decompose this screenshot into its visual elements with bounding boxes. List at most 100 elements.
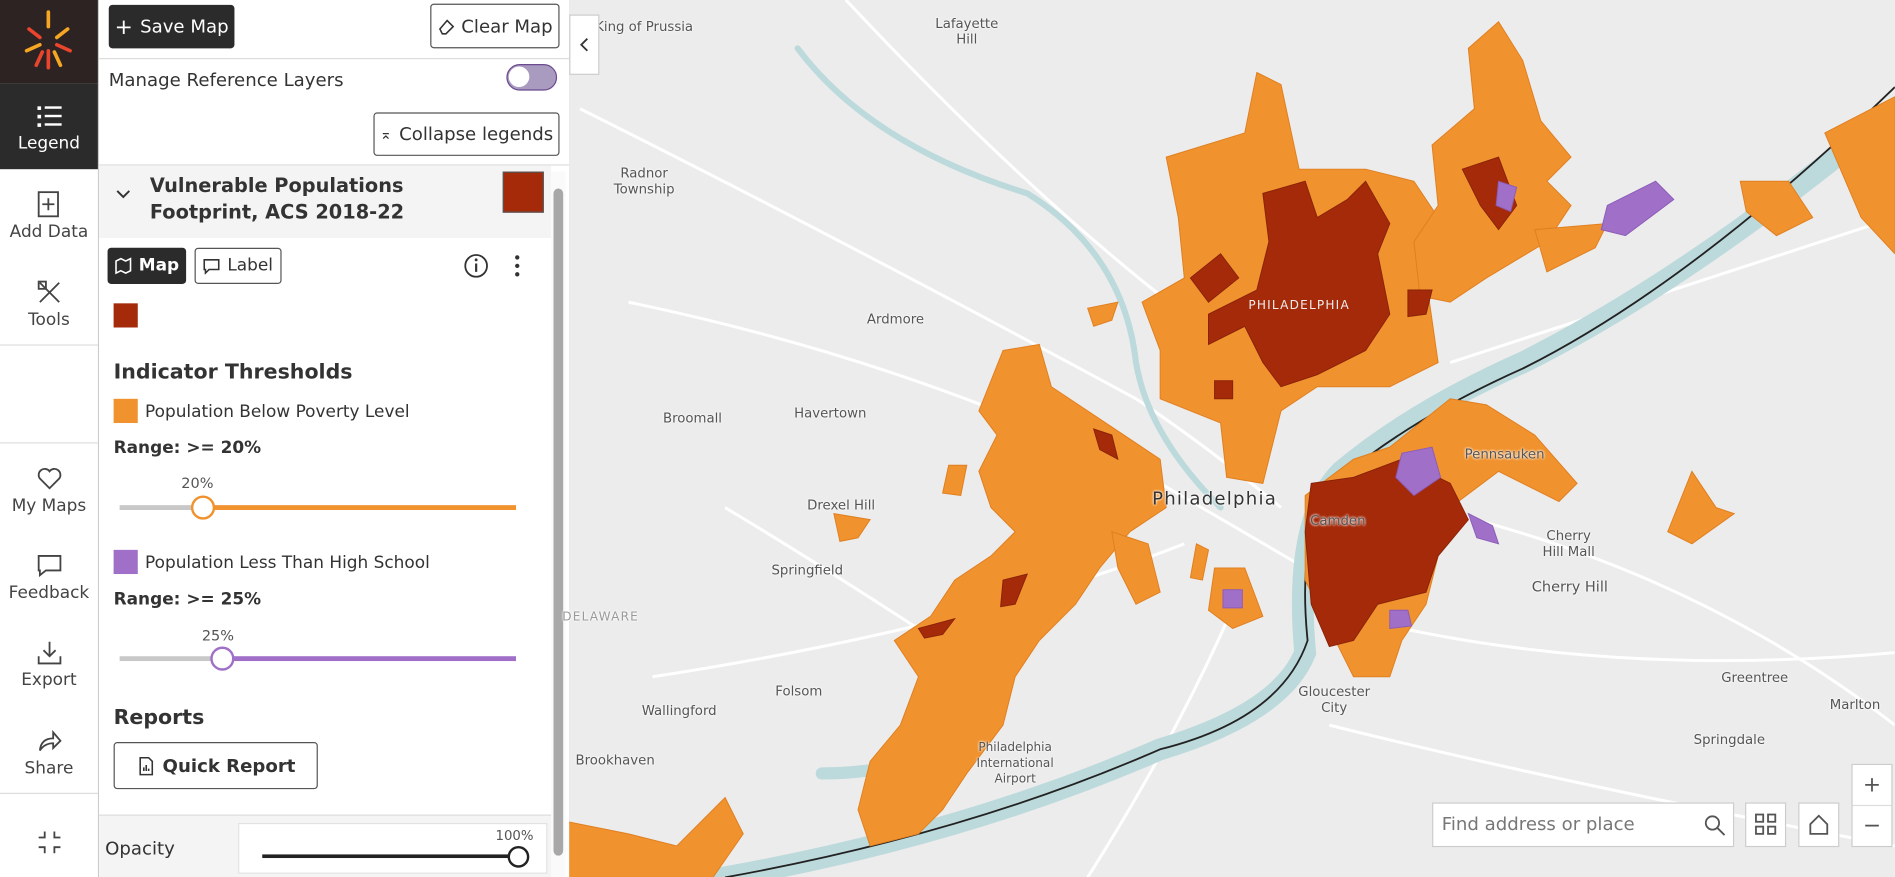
nav-export[interactable]: Export — [0, 639, 98, 690]
logo-icon — [24, 10, 72, 70]
opacity-track — [262, 854, 519, 859]
map-icon — [114, 257, 132, 275]
button-label: Quick Report — [162, 754, 296, 777]
button-label: Collapse legends — [399, 123, 554, 146]
slider-thumb[interactable] — [210, 646, 235, 671]
map-label: Camden — [1310, 513, 1366, 529]
tab-label: Label — [227, 256, 273, 276]
map-label: Greentree — [1721, 670, 1789, 686]
map[interactable]: King of Prussia Lafayette Hill Radnor To… — [562, 0, 1895, 877]
reports-title: Reports — [113, 705, 205, 730]
slider-track — [119, 656, 224, 662]
nav-my-maps[interactable]: My Maps — [0, 465, 98, 516]
collapse-panel-button[interactable] — [569, 14, 600, 75]
layer-header — [99, 165, 552, 239]
collapse-legends-button[interactable]: ⌅ Collapse legends — [373, 112, 560, 156]
reference-layers-label: Manage Reference Layers — [108, 68, 344, 91]
map-label: Brookhaven — [575, 752, 655, 769]
chevron[interactable] — [115, 186, 132, 203]
divider — [0, 442, 98, 444]
search-icon[interactable] — [1704, 815, 1726, 837]
map-label: King of Prussia — [595, 18, 694, 35]
map-label: Broomall — [662, 410, 722, 426]
map-label: Springfield — [771, 562, 844, 579]
slider-track — [119, 505, 205, 510]
tab-label: Map — [138, 256, 180, 276]
scrollbar[interactable] — [551, 171, 566, 877]
indicator-name: Population Below Poverty Level — [145, 402, 410, 422]
layer-title: Vulnerable Populations Footprint, ACS 20… — [149, 174, 405, 224]
poverty-areas — [567, 21, 1895, 877]
nav-share[interactable]: Share — [0, 728, 98, 778]
search-placeholder: Find address or place — [1441, 813, 1635, 836]
indicator-swatch — [113, 549, 138, 575]
info-icon[interactable] — [463, 253, 490, 280]
opacity-label: Opacity — [105, 837, 175, 860]
nav-label: Tools — [28, 310, 70, 330]
zoom-out[interactable]: − — [1862, 813, 1882, 839]
button-label: Save Map — [140, 15, 229, 38]
indicator-swatch — [113, 398, 138, 423]
nav-label: Feedback — [8, 583, 90, 604]
map-label: Cherry Hill — [1531, 578, 1608, 596]
divider — [99, 164, 570, 166]
home-button[interactable] — [1798, 802, 1840, 848]
heart-icon — [37, 468, 61, 490]
toggle-knob — [508, 66, 530, 88]
more-icon[interactable] — [509, 253, 526, 280]
nav-tools[interactable]: Tools — [0, 279, 98, 330]
map-label: Drexel Hill — [807, 497, 876, 514]
slider-thumb[interactable] — [190, 495, 216, 520]
nav-feedback[interactable]: Feedback — [0, 552, 98, 603]
divider — [99, 58, 570, 60]
search-box[interactable]: Find address or place — [1432, 802, 1735, 848]
quick-report-button[interactable]: Quick Report — [113, 742, 318, 790]
legend-icon — [36, 106, 62, 127]
nav-add-data[interactable]: Add Data — [0, 191, 98, 242]
logo[interactable] — [0, 0, 98, 84]
nav-legend[interactable]: Legend — [0, 83, 98, 170]
map-label: Wallingford — [641, 702, 717, 719]
qr-button[interactable] — [1745, 802, 1787, 848]
education-areas — [1222, 180, 1675, 629]
collapse-nav[interactable] — [36, 829, 63, 856]
label-tab[interactable]: Label — [194, 247, 282, 284]
scroll-thumb[interactable] — [553, 188, 564, 856]
footprint-areas — [917, 156, 1518, 648]
map-label: Radnor Township — [613, 165, 675, 197]
zoom-in[interactable]: + — [1852, 765, 1892, 807]
feedback-icon — [37, 555, 61, 578]
nav-label: Legend — [17, 134, 81, 154]
label-icon — [203, 259, 220, 275]
legend-swatch — [113, 303, 138, 328]
map-label: Springdale — [1693, 731, 1766, 748]
indicator-range: Range: >= 25% — [113, 589, 262, 610]
tools-icon — [37, 280, 60, 303]
map-label: Philadelphia — [1152, 487, 1278, 510]
map-label: Cherry Hill Mall — [1542, 528, 1595, 560]
report-icon — [138, 756, 153, 775]
toggle[interactable] — [506, 64, 558, 91]
nav-label: Add Data — [9, 222, 89, 242]
opacity-slider-box — [238, 822, 548, 874]
slider-fill — [203, 505, 517, 510]
map-label: PHILADELPHIA — [1248, 299, 1350, 313]
map-label: Havertown — [794, 405, 867, 422]
legend-panel: + Save Map Clear Map Manage Reference Lay… — [99, 0, 571, 877]
map-tab[interactable]: Map — [107, 247, 187, 284]
map-canvas — [567, 0, 1895, 877]
indicator-range: Range: >= 20% — [113, 438, 262, 459]
chevron-left — [579, 38, 588, 52]
map-label: Pennsauken — [1464, 446, 1545, 463]
slider-value: 25% — [201, 627, 235, 645]
qr-icon — [1755, 813, 1777, 835]
clear-map-button[interactable]: Clear Map — [430, 3, 560, 49]
opacity-thumb[interactable] — [507, 845, 530, 868]
save-map-button[interactable]: + Save Map — [108, 4, 235, 49]
divider — [0, 792, 98, 794]
map-label: Lafayette Hill — [935, 15, 999, 48]
layer-swatch — [502, 171, 544, 213]
map-label: DELAWARE — [562, 610, 640, 625]
